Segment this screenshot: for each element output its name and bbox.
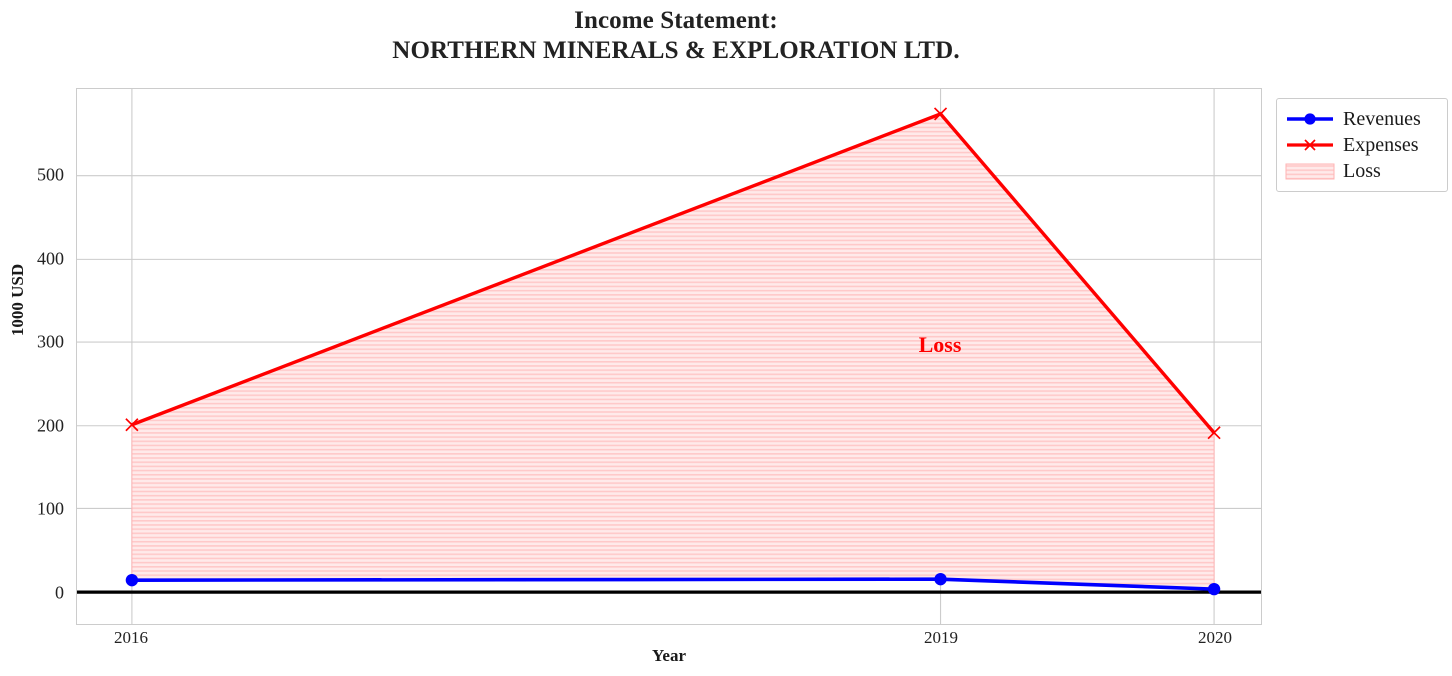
page-title: Income Statement: NORTHERN MINERALS & EX… [0, 6, 1352, 66]
loss-hatched-patch-icon [1285, 161, 1335, 181]
x-tick-2019: 2019 [924, 628, 958, 647]
y-tick-0: 0 [55, 582, 64, 603]
x-tick-2016: 2016 [114, 628, 148, 647]
plot-inner [77, 89, 1261, 624]
revenues-line-swatch-icon [1285, 109, 1335, 129]
legend-item-expenses[interactable]: Expenses [1285, 132, 1439, 158]
chart-legend[interactable]: Revenues Expenses Loss [1276, 98, 1448, 192]
legend-label-loss: Loss [1343, 160, 1381, 182]
y-axis-ticks: 0 100 200 300 400 500 [0, 0, 64, 676]
chart-canvas [77, 89, 1261, 624]
legend-item-revenues[interactable]: Revenues [1285, 106, 1439, 132]
x-tick-2020: 2020 [1198, 628, 1232, 647]
expenses-markers [125, 107, 1221, 440]
y-tick-500: 500 [37, 164, 64, 185]
expenses-line-swatch-icon [1285, 135, 1335, 155]
y-tick-200: 200 [37, 415, 64, 436]
y-axis-label: 1000 USD [8, 263, 27, 337]
legend-label-revenues: Revenues [1343, 108, 1421, 130]
legend-item-loss[interactable]: Loss [1285, 158, 1439, 184]
y-tick-300: 300 [37, 331, 64, 352]
y-tick-400: 400 [37, 248, 64, 269]
loss-fill-area [131, 113, 1215, 590]
loss-annotation: Loss [918, 332, 962, 357]
revenues-markers [125, 572, 1221, 596]
plot-area [76, 88, 1262, 625]
x-axis-label: Year [652, 646, 686, 665]
title-line-2: NORTHERN MINERALS & EXPLORATION LTD. [392, 37, 960, 64]
legend-label-expenses: Expenses [1343, 134, 1419, 156]
title-line-1: Income Statement: [574, 7, 778, 34]
y-tick-100: 100 [37, 498, 64, 519]
